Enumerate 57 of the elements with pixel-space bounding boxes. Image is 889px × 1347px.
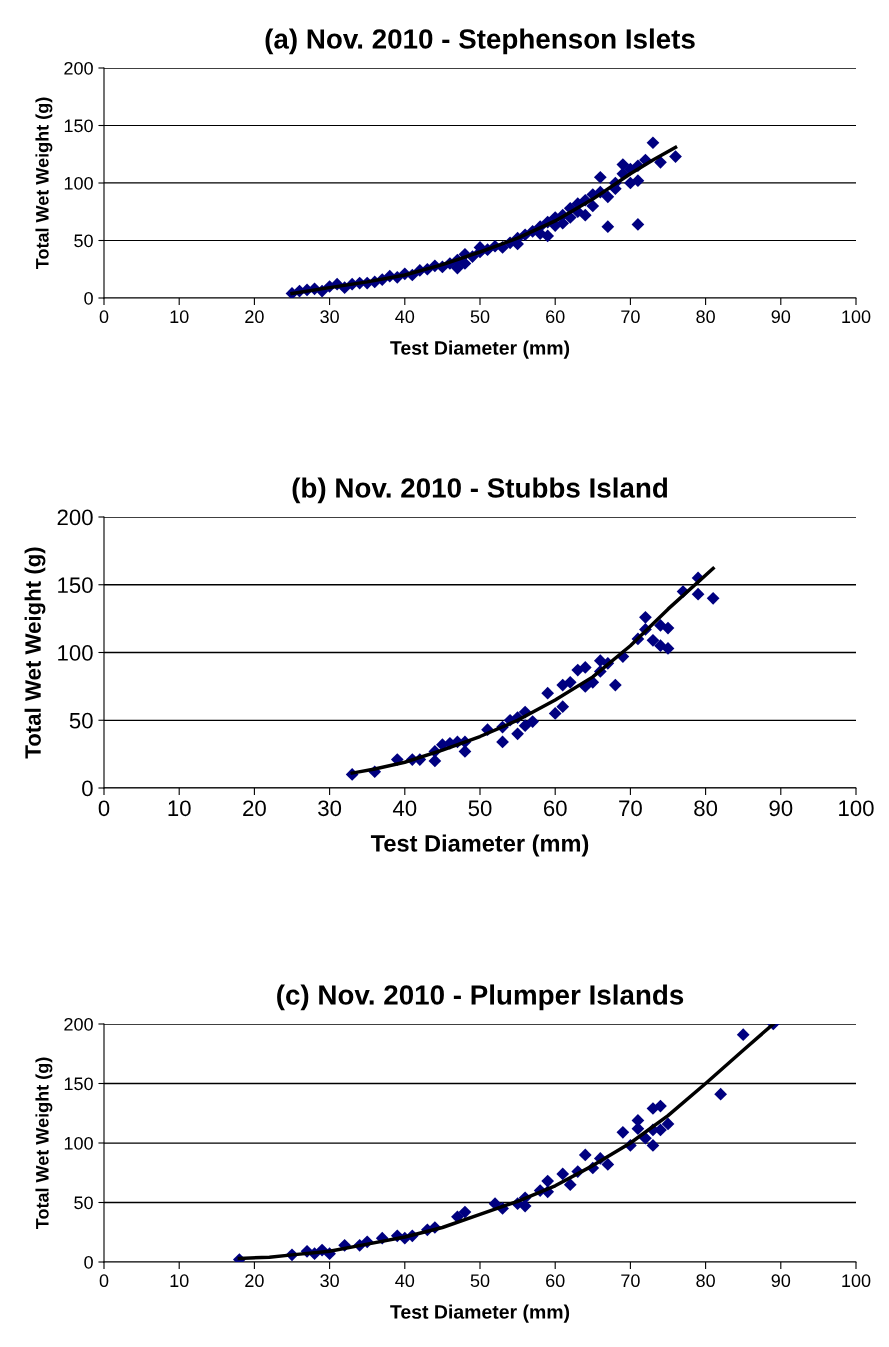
chart-title: (c) Nov. 2010 - Plumper Islands — [277, 984, 684, 1011]
x-tick-label: 70 — [621, 1274, 640, 1288]
y-tick-label: 0 — [84, 1255, 93, 1269]
chart-title: (b) Nov. 2010 - Stubbs Island — [292, 477, 668, 504]
x-tick-label: 80 — [696, 310, 715, 324]
x-tick-label: 0 — [99, 1274, 109, 1288]
x-tick-label: 80 — [696, 1274, 715, 1288]
x-tick-label: 100 — [839, 800, 874, 817]
x-axis-title: Test Diameter (mm) — [370, 834, 589, 857]
x-tick-label: 50 — [468, 800, 492, 817]
x-tick-label: 0 — [99, 310, 109, 324]
y-tick-label: 0 — [82, 780, 93, 797]
x-tick-label: 10 — [170, 310, 189, 324]
x-tick-label: 50 — [470, 310, 490, 324]
y-tick-label: 150 — [64, 1077, 93, 1091]
x-tick-label: 80 — [694, 800, 718, 817]
x-tick-label: 40 — [395, 310, 415, 324]
x-tick-label: 60 — [546, 310, 565, 324]
x-tick-label: 90 — [771, 310, 791, 324]
y-tick-label: 200 — [64, 61, 93, 75]
y-tick-label: 50 — [74, 234, 93, 248]
x-tick-label: 70 — [621, 310, 640, 324]
y-tick-label: 150 — [58, 577, 93, 594]
y-axis-title: Total Wet Weight (g) — [24, 547, 46, 759]
x-tick-label: 30 — [318, 800, 342, 817]
x-tick-label: 60 — [546, 1274, 565, 1288]
y-tick-label: 200 — [57, 509, 93, 526]
x-tick-label: 30 — [320, 1274, 339, 1288]
x-tick-label: 90 — [771, 1274, 791, 1288]
y-axis-title: Total Wet Weight (g) — [35, 1057, 53, 1230]
y-tick-label: 100 — [64, 1136, 93, 1150]
x-tick-label: 20 — [245, 310, 264, 324]
y-tick-label: 50 — [69, 712, 93, 729]
y-tick-label: 100 — [64, 176, 93, 190]
x-tick-label: 40 — [392, 800, 417, 817]
x-tick-label: 70 — [619, 800, 642, 817]
y-tick-label: 200 — [64, 1017, 93, 1031]
y-tick-label: 100 — [58, 645, 93, 661]
x-tick-label: 0 — [98, 800, 110, 817]
y-tick-label: 50 — [74, 1196, 93, 1210]
x-tick-label: 90 — [769, 800, 793, 817]
x-tick-label: 60 — [543, 800, 567, 817]
x-tick-label: 100 — [842, 310, 871, 324]
x-tick-label: 20 — [245, 1274, 264, 1288]
x-tick-label: 10 — [170, 1274, 189, 1288]
x-axis-title: Test Diameter (mm) — [390, 1304, 570, 1323]
x-tick-label: 10 — [168, 800, 191, 817]
x-tick-label: 20 — [243, 800, 266, 817]
x-tick-label: 40 — [395, 1274, 415, 1288]
x-tick-label: 30 — [320, 310, 339, 324]
y-axis-title: Total Wet Weight (g) — [35, 97, 53, 270]
y-tick-label: 150 — [64, 119, 93, 133]
x-tick-label: 100 — [842, 1274, 871, 1288]
y-tick-label: 0 — [84, 291, 93, 305]
chart-title: (a) Nov. 2010 - Stephenson Islets — [265, 28, 695, 55]
x-tick-label: 50 — [470, 1274, 490, 1288]
x-axis-title: Test Diameter (mm) — [390, 340, 570, 359]
